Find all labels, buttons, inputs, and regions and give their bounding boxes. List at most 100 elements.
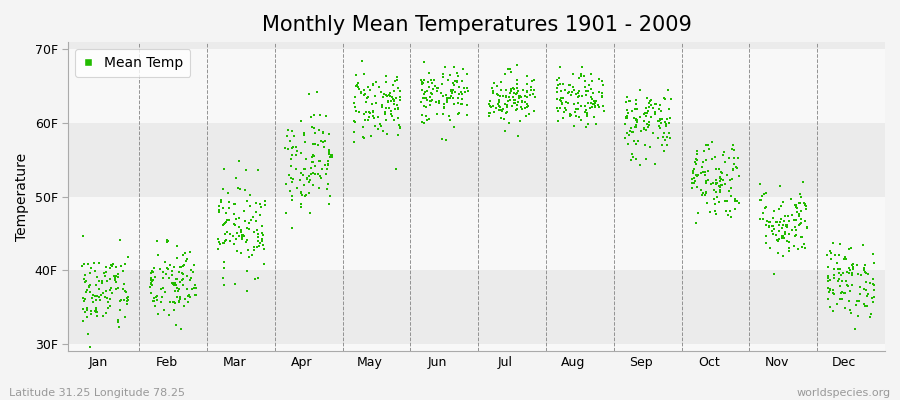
Point bbox=[551, 82, 565, 88]
Point bbox=[556, 81, 571, 87]
Point bbox=[782, 238, 796, 245]
Point bbox=[826, 240, 841, 246]
Point bbox=[553, 81, 567, 88]
Point bbox=[346, 139, 361, 145]
Point bbox=[696, 190, 710, 196]
Point bbox=[212, 209, 227, 216]
Point bbox=[436, 74, 451, 80]
Point bbox=[90, 274, 104, 280]
Point bbox=[284, 188, 298, 194]
Point bbox=[314, 138, 328, 144]
Point bbox=[89, 304, 104, 311]
Point bbox=[371, 126, 385, 133]
Point bbox=[716, 152, 730, 158]
Point bbox=[76, 306, 91, 312]
Point bbox=[363, 110, 377, 117]
Point bbox=[728, 196, 742, 203]
Point bbox=[167, 307, 182, 313]
Point bbox=[482, 113, 496, 119]
Point bbox=[435, 81, 449, 88]
Point bbox=[769, 232, 783, 239]
Point bbox=[857, 300, 871, 307]
Point bbox=[591, 102, 606, 108]
Point bbox=[825, 308, 840, 314]
Point bbox=[361, 94, 375, 100]
Point bbox=[559, 106, 573, 113]
Point bbox=[292, 177, 307, 183]
Point bbox=[778, 223, 793, 229]
Point bbox=[828, 252, 842, 258]
Point bbox=[187, 282, 202, 288]
Point bbox=[378, 109, 392, 115]
Point bbox=[290, 148, 304, 155]
Point bbox=[823, 248, 837, 255]
Point bbox=[845, 281, 859, 288]
Point bbox=[218, 230, 232, 237]
Point bbox=[713, 184, 727, 190]
Point bbox=[112, 324, 126, 330]
Point bbox=[295, 192, 310, 198]
Point bbox=[305, 170, 320, 176]
Point bbox=[186, 285, 201, 291]
Point bbox=[250, 167, 265, 173]
Point bbox=[391, 85, 405, 92]
Point bbox=[156, 285, 170, 292]
Point bbox=[584, 94, 598, 100]
Point bbox=[438, 64, 453, 70]
Point bbox=[724, 214, 738, 220]
Point bbox=[115, 268, 130, 274]
Point bbox=[707, 187, 722, 193]
Point bbox=[99, 310, 113, 316]
Point bbox=[216, 282, 230, 288]
Point bbox=[450, 79, 464, 85]
Point bbox=[313, 112, 328, 118]
Point bbox=[172, 269, 186, 275]
Point bbox=[555, 115, 570, 121]
Point bbox=[447, 89, 462, 96]
Point bbox=[787, 217, 801, 223]
Point bbox=[232, 224, 247, 230]
Point bbox=[390, 77, 404, 84]
Point bbox=[852, 284, 867, 290]
Point bbox=[516, 98, 530, 104]
Point bbox=[620, 113, 634, 119]
Point bbox=[228, 222, 242, 228]
Point bbox=[624, 157, 638, 164]
Point bbox=[827, 271, 842, 278]
Point bbox=[762, 219, 777, 225]
Point bbox=[387, 98, 401, 105]
Point bbox=[756, 216, 770, 222]
Point bbox=[839, 278, 853, 284]
Point bbox=[312, 127, 327, 133]
Point bbox=[837, 256, 851, 262]
Point bbox=[486, 88, 500, 94]
Point bbox=[654, 108, 669, 114]
Point bbox=[482, 98, 497, 104]
Point bbox=[240, 247, 255, 254]
Point bbox=[242, 220, 256, 226]
Point bbox=[504, 68, 518, 75]
Point bbox=[832, 270, 846, 276]
Point bbox=[215, 222, 230, 229]
Point bbox=[173, 294, 187, 300]
Point bbox=[387, 101, 401, 107]
Point bbox=[346, 100, 361, 106]
Point bbox=[168, 282, 183, 288]
Point bbox=[520, 87, 535, 94]
Point bbox=[346, 129, 361, 135]
Point bbox=[499, 94, 513, 100]
Point bbox=[830, 301, 844, 308]
Point bbox=[519, 101, 534, 107]
Point bbox=[500, 110, 514, 116]
Point bbox=[351, 84, 365, 90]
Point bbox=[347, 94, 362, 100]
Point bbox=[359, 99, 374, 106]
Point bbox=[242, 203, 256, 209]
Point bbox=[573, 116, 588, 123]
Point bbox=[763, 219, 778, 226]
Point bbox=[221, 205, 236, 211]
Point bbox=[109, 273, 123, 280]
Point bbox=[555, 101, 570, 107]
Point bbox=[822, 264, 836, 270]
Point bbox=[520, 73, 535, 80]
